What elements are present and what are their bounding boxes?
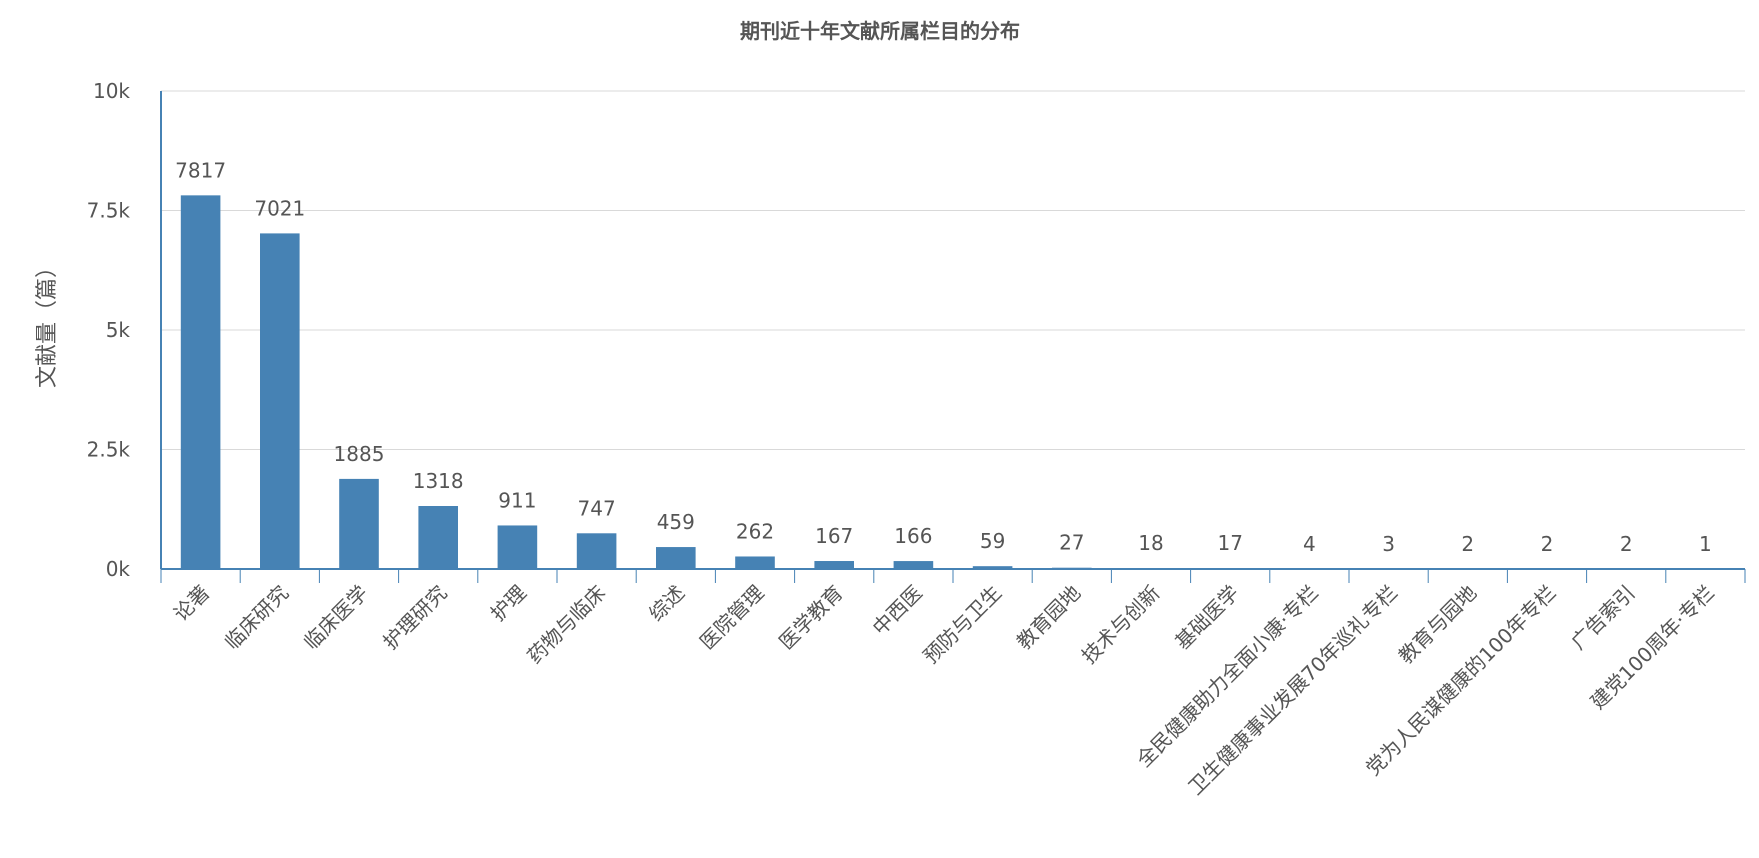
data-label: 2 bbox=[1541, 532, 1554, 556]
bar bbox=[576, 533, 617, 569]
bar bbox=[418, 505, 458, 569]
y-tick-label: 0k bbox=[106, 557, 131, 581]
data-label: 747 bbox=[578, 496, 616, 520]
data-label: 27 bbox=[1059, 531, 1084, 555]
data-label: 2 bbox=[1620, 532, 1633, 556]
x-tick-label: 医学教育 bbox=[774, 581, 848, 655]
x-tick-label: 护理 bbox=[486, 581, 531, 626]
grid-layer bbox=[161, 90, 1745, 450]
bar bbox=[893, 561, 934, 569]
x-tick-label: 临床医学 bbox=[299, 581, 373, 655]
y-tick-layer: 0k 2.5k 5k 7.5k 10k bbox=[87, 79, 131, 581]
data-label: 911 bbox=[498, 488, 536, 512]
data-label: 2 bbox=[1461, 532, 1474, 556]
x-tick-label: 预防与卫生 bbox=[918, 581, 1006, 669]
data-label: 166 bbox=[894, 524, 932, 548]
bar bbox=[260, 233, 300, 570]
bar bbox=[814, 561, 854, 569]
data-label: 3 bbox=[1382, 532, 1395, 556]
data-label: 18 bbox=[1138, 531, 1163, 555]
bar-layer bbox=[180, 195, 1726, 570]
data-label: 17 bbox=[1217, 531, 1242, 555]
x-tick-label: 技术与创新 bbox=[1077, 581, 1165, 669]
bar bbox=[339, 478, 379, 569]
bar bbox=[497, 525, 538, 569]
y-tick-label: 2.5k bbox=[87, 438, 131, 462]
x-tick-layer: 论著 临床研究 临床医学 护理研究 护理药物与临床 综述 医院管理 医学教育 中西医预防与卫生教… bbox=[169, 581, 1719, 800]
y-tick-label: 7.5k bbox=[87, 199, 131, 223]
x-tick-label: 教育园地 bbox=[1012, 581, 1086, 655]
x-tick-label: 论著 bbox=[169, 581, 214, 626]
data-label: 7021 bbox=[254, 196, 305, 220]
data-label: 1318 bbox=[413, 469, 464, 493]
data-label: 262 bbox=[736, 519, 774, 543]
data-label: 59 bbox=[980, 529, 1005, 553]
chart-title: 期刊近十年文献所属栏目的分布 bbox=[740, 19, 1020, 43]
data-label-layer: 7817 7021 1885 1318 911 747 459 262 167 166 59 27 18… bbox=[175, 158, 1712, 556]
y-tick-label: 5k bbox=[106, 318, 131, 342]
y-axis-title: 文献量（篇） bbox=[35, 256, 60, 388]
x-tick-label: 基础医学 bbox=[1170, 581, 1244, 655]
x-tick-label: 综述 bbox=[644, 581, 689, 626]
data-label: 7817 bbox=[175, 158, 226, 182]
data-label: 459 bbox=[657, 510, 695, 534]
bar bbox=[972, 566, 1013, 569]
x-tick-label: 药物与临床 bbox=[522, 581, 610, 669]
bar bbox=[180, 195, 221, 569]
bar bbox=[735, 556, 775, 569]
x-tick-label: 医院管理 bbox=[695, 581, 769, 655]
data-label: 1 bbox=[1699, 532, 1712, 556]
y-tick-label: 10k bbox=[93, 79, 130, 103]
bar bbox=[656, 547, 696, 569]
x-tick-label: 护理研究 bbox=[378, 581, 452, 655]
x-tick-label: 广告索引 bbox=[1566, 581, 1640, 655]
data-label: 4 bbox=[1303, 532, 1316, 556]
axis-layer bbox=[160, 91, 1746, 583]
data-label: 167 bbox=[815, 524, 853, 548]
data-label: 1885 bbox=[334, 442, 385, 466]
x-tick-label: 中西医 bbox=[868, 581, 927, 640]
x-tick-label: 临床研究 bbox=[220, 581, 294, 655]
